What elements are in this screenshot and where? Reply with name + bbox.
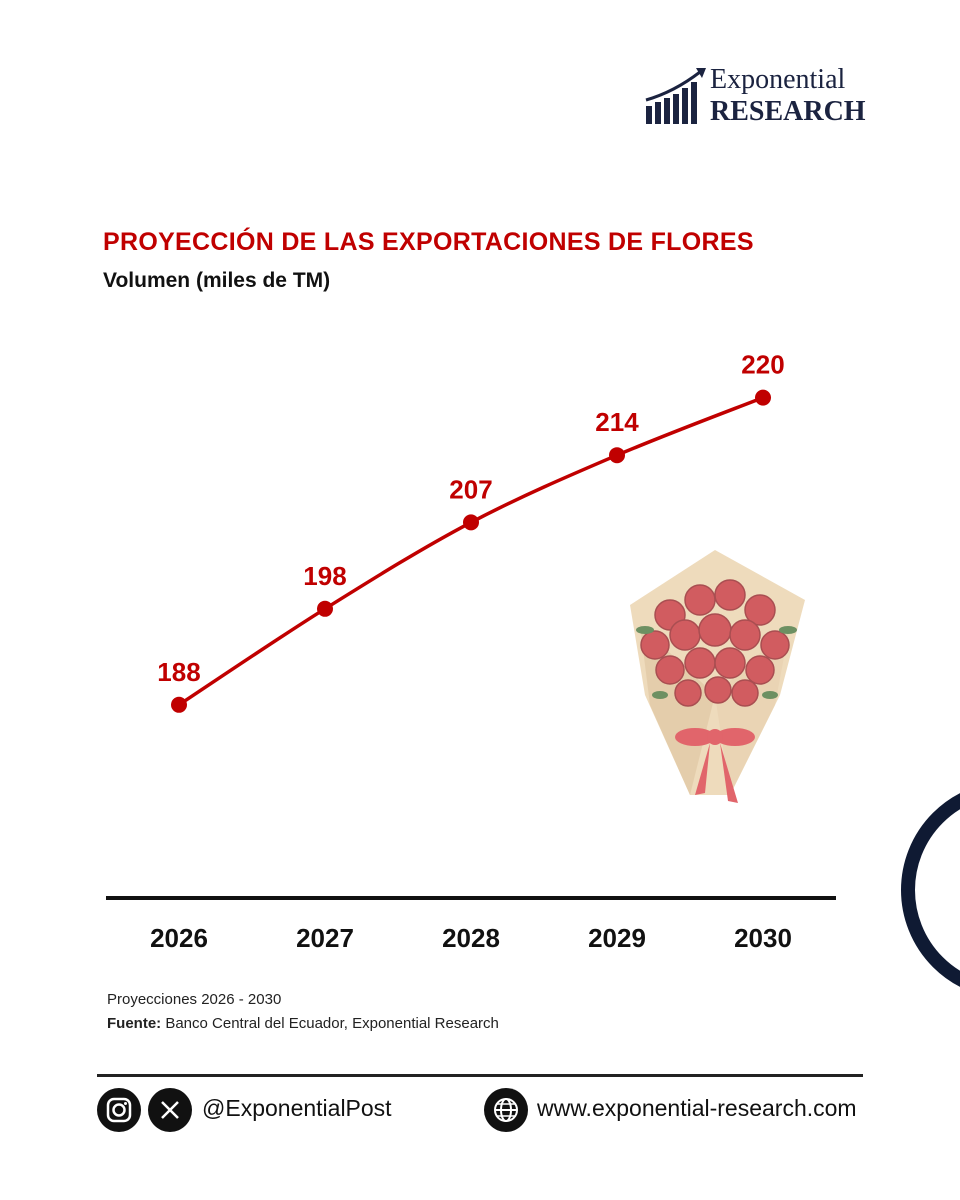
data-label: 188 — [157, 657, 200, 687]
x-tick-label: 2026 — [150, 923, 208, 953]
instagram-icon[interactable] — [97, 1088, 141, 1132]
line-chart: 188 198 207 214 220 2026 2027 2028 2029 2030 — [106, 350, 836, 953]
source-note: Fuente: Banco Central del Ecuador, Expon… — [107, 1015, 499, 1032]
social-handle[interactable]: @ExponentialPost — [202, 1095, 392, 1121]
chart-subtitle: Volumen (miles de TM) — [103, 269, 331, 292]
data-point — [463, 514, 479, 531]
globe-icon[interactable] — [484, 1088, 528, 1132]
source-text: Banco Central del Ecuador, Exponential R… — [161, 1015, 499, 1032]
x-tick-label: 2028 — [442, 923, 500, 953]
x-tick-label: 2027 — [296, 923, 354, 953]
x-icon[interactable] — [148, 1088, 192, 1132]
brand-subname: RESEARCH — [710, 96, 866, 127]
website-link[interactable]: www.exponential-research.com — [537, 1095, 857, 1121]
data-point — [755, 389, 771, 406]
footer-divider — [97, 1074, 863, 1077]
data-label: 198 — [303, 561, 346, 591]
projection-note: Proyecciones 2026 - 2030 — [107, 991, 282, 1008]
rose-bouquet-illustration — [630, 550, 805, 803]
data-point — [171, 696, 187, 713]
series-line — [178, 395, 764, 707]
data-label: 220 — [741, 350, 784, 380]
brand-name: Exponential — [710, 64, 846, 95]
data-label: 207 — [449, 474, 492, 504]
data-point — [609, 447, 625, 464]
bar-chart-logo-icon — [645, 68, 706, 124]
brand-logo: Exponential RESEARCH — [644, 64, 866, 128]
data-label: 214 — [595, 407, 639, 437]
chart-title: PROYECCIÓN DE LAS EXPORTACIONES DE FLORE… — [103, 228, 754, 256]
data-point — [317, 600, 333, 617]
x-tick-label: 2029 — [588, 923, 646, 953]
x-tick-label: 2030 — [734, 923, 792, 953]
source-label: Fuente: — [107, 1015, 162, 1032]
